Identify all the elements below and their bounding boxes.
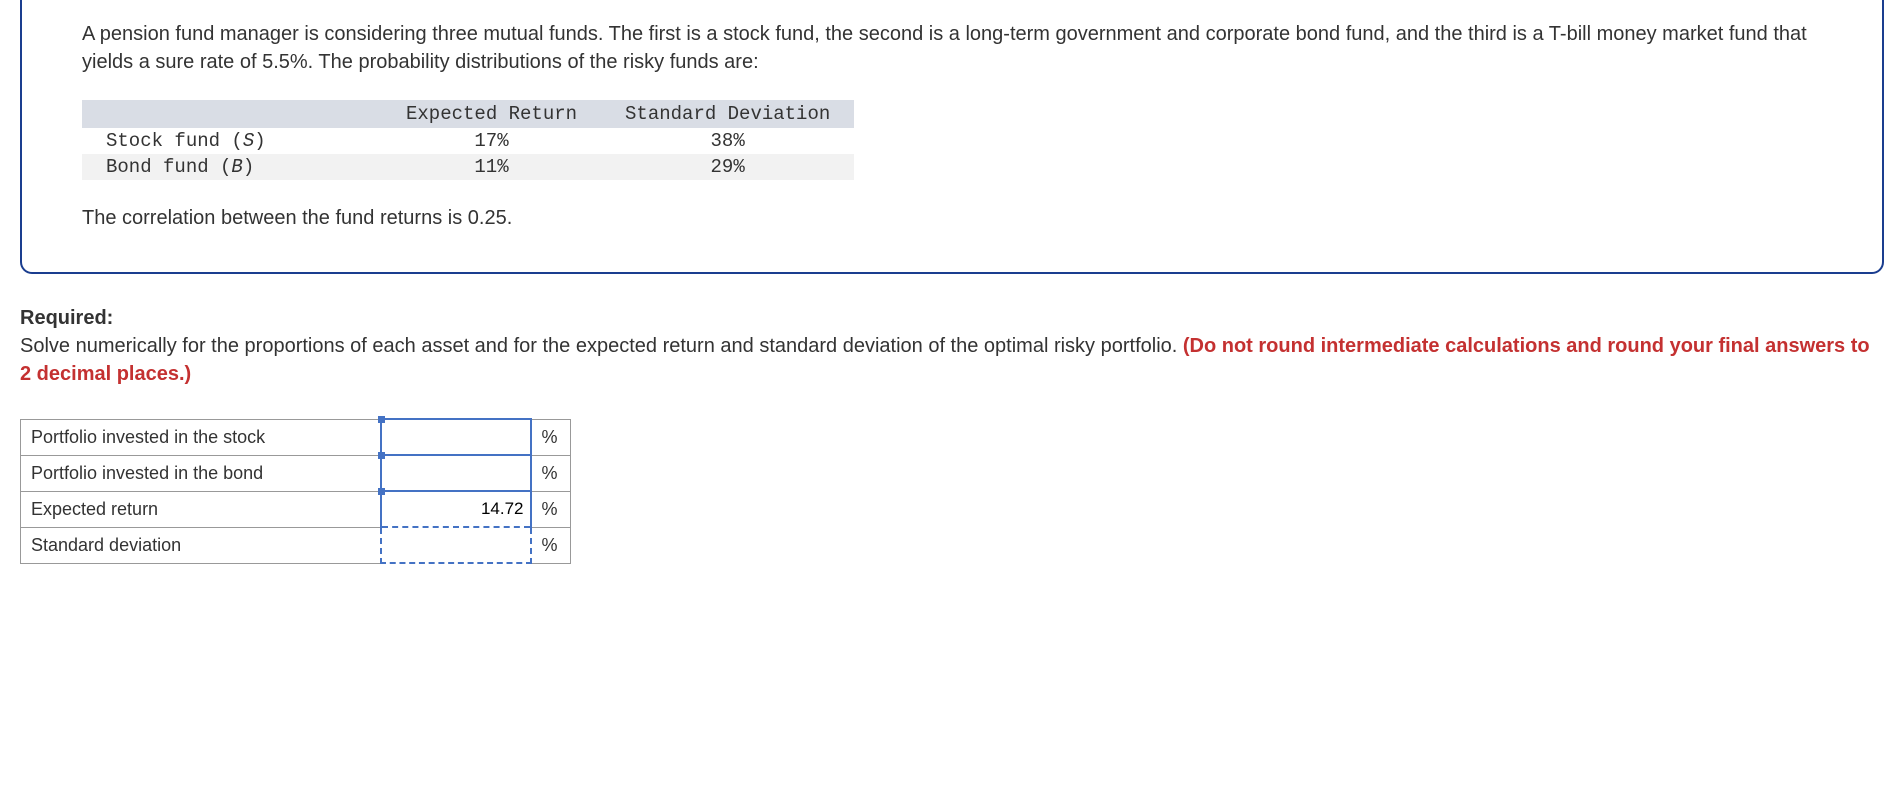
answer-input-cell[interactable] (381, 455, 531, 491)
answer-row: Portfolio invested in the bond % (21, 455, 571, 491)
problem-intro-text: A pension fund manager is considering th… (82, 20, 1822, 76)
fund-expected-return: 17% (382, 128, 601, 154)
answer-label: Standard deviation (21, 527, 381, 563)
answer-unit: % (531, 527, 571, 563)
fund-label: Bond fund (B) (82, 154, 382, 180)
answer-unit: % (531, 419, 571, 455)
answer-unit: % (531, 455, 571, 491)
required-label: Required: (20, 307, 113, 329)
required-section: Required: Solve numerically for the prop… (20, 304, 1884, 564)
fund-std-dev: 38% (601, 128, 854, 154)
table-row: Bond fund (B) 11% 29% (82, 154, 854, 180)
cell-handle-icon (378, 452, 385, 459)
answer-input-cell[interactable] (381, 491, 531, 527)
bond-proportion-input[interactable] (388, 460, 524, 486)
answer-label: Portfolio invested in the bond (21, 455, 381, 491)
answer-row: Standard deviation % (21, 527, 571, 563)
question-container: A pension fund manager is considering th… (20, 0, 1884, 274)
fund-expected-return: 11% (382, 154, 601, 180)
required-instruction: Solve numerically for the proportions of… (20, 335, 1183, 357)
fund-data-table: Expected Return Standard Deviation Stock… (82, 100, 854, 180)
fund-std-dev: 29% (601, 154, 854, 180)
correlation-text: The correlation between the fund returns… (82, 204, 1822, 232)
answer-table: Portfolio invested in the stock % Portfo… (20, 418, 571, 564)
std-dev-input[interactable] (388, 532, 524, 558)
answer-input-cell[interactable] (381, 527, 531, 563)
answer-label: Expected return (21, 491, 381, 527)
header-std-dev: Standard Deviation (601, 100, 854, 128)
answer-input-cell[interactable] (381, 419, 531, 455)
fund-label: Stock fund (S) (82, 128, 382, 154)
header-expected-return: Expected Return (382, 100, 601, 128)
cell-handle-icon (378, 416, 385, 423)
required-text: Required: Solve numerically for the prop… (20, 304, 1884, 388)
stock-proportion-input[interactable] (388, 424, 524, 450)
expected-return-input[interactable] (388, 496, 524, 522)
answer-unit: % (531, 491, 571, 527)
header-blank (82, 100, 382, 128)
answer-row: Expected return % (21, 491, 571, 527)
table-row: Stock fund (S) 17% 38% (82, 128, 854, 154)
answer-label: Portfolio invested in the stock (21, 419, 381, 455)
answer-row: Portfolio invested in the stock % (21, 419, 571, 455)
table-header-row: Expected Return Standard Deviation (82, 100, 854, 128)
cell-handle-icon (378, 488, 385, 495)
